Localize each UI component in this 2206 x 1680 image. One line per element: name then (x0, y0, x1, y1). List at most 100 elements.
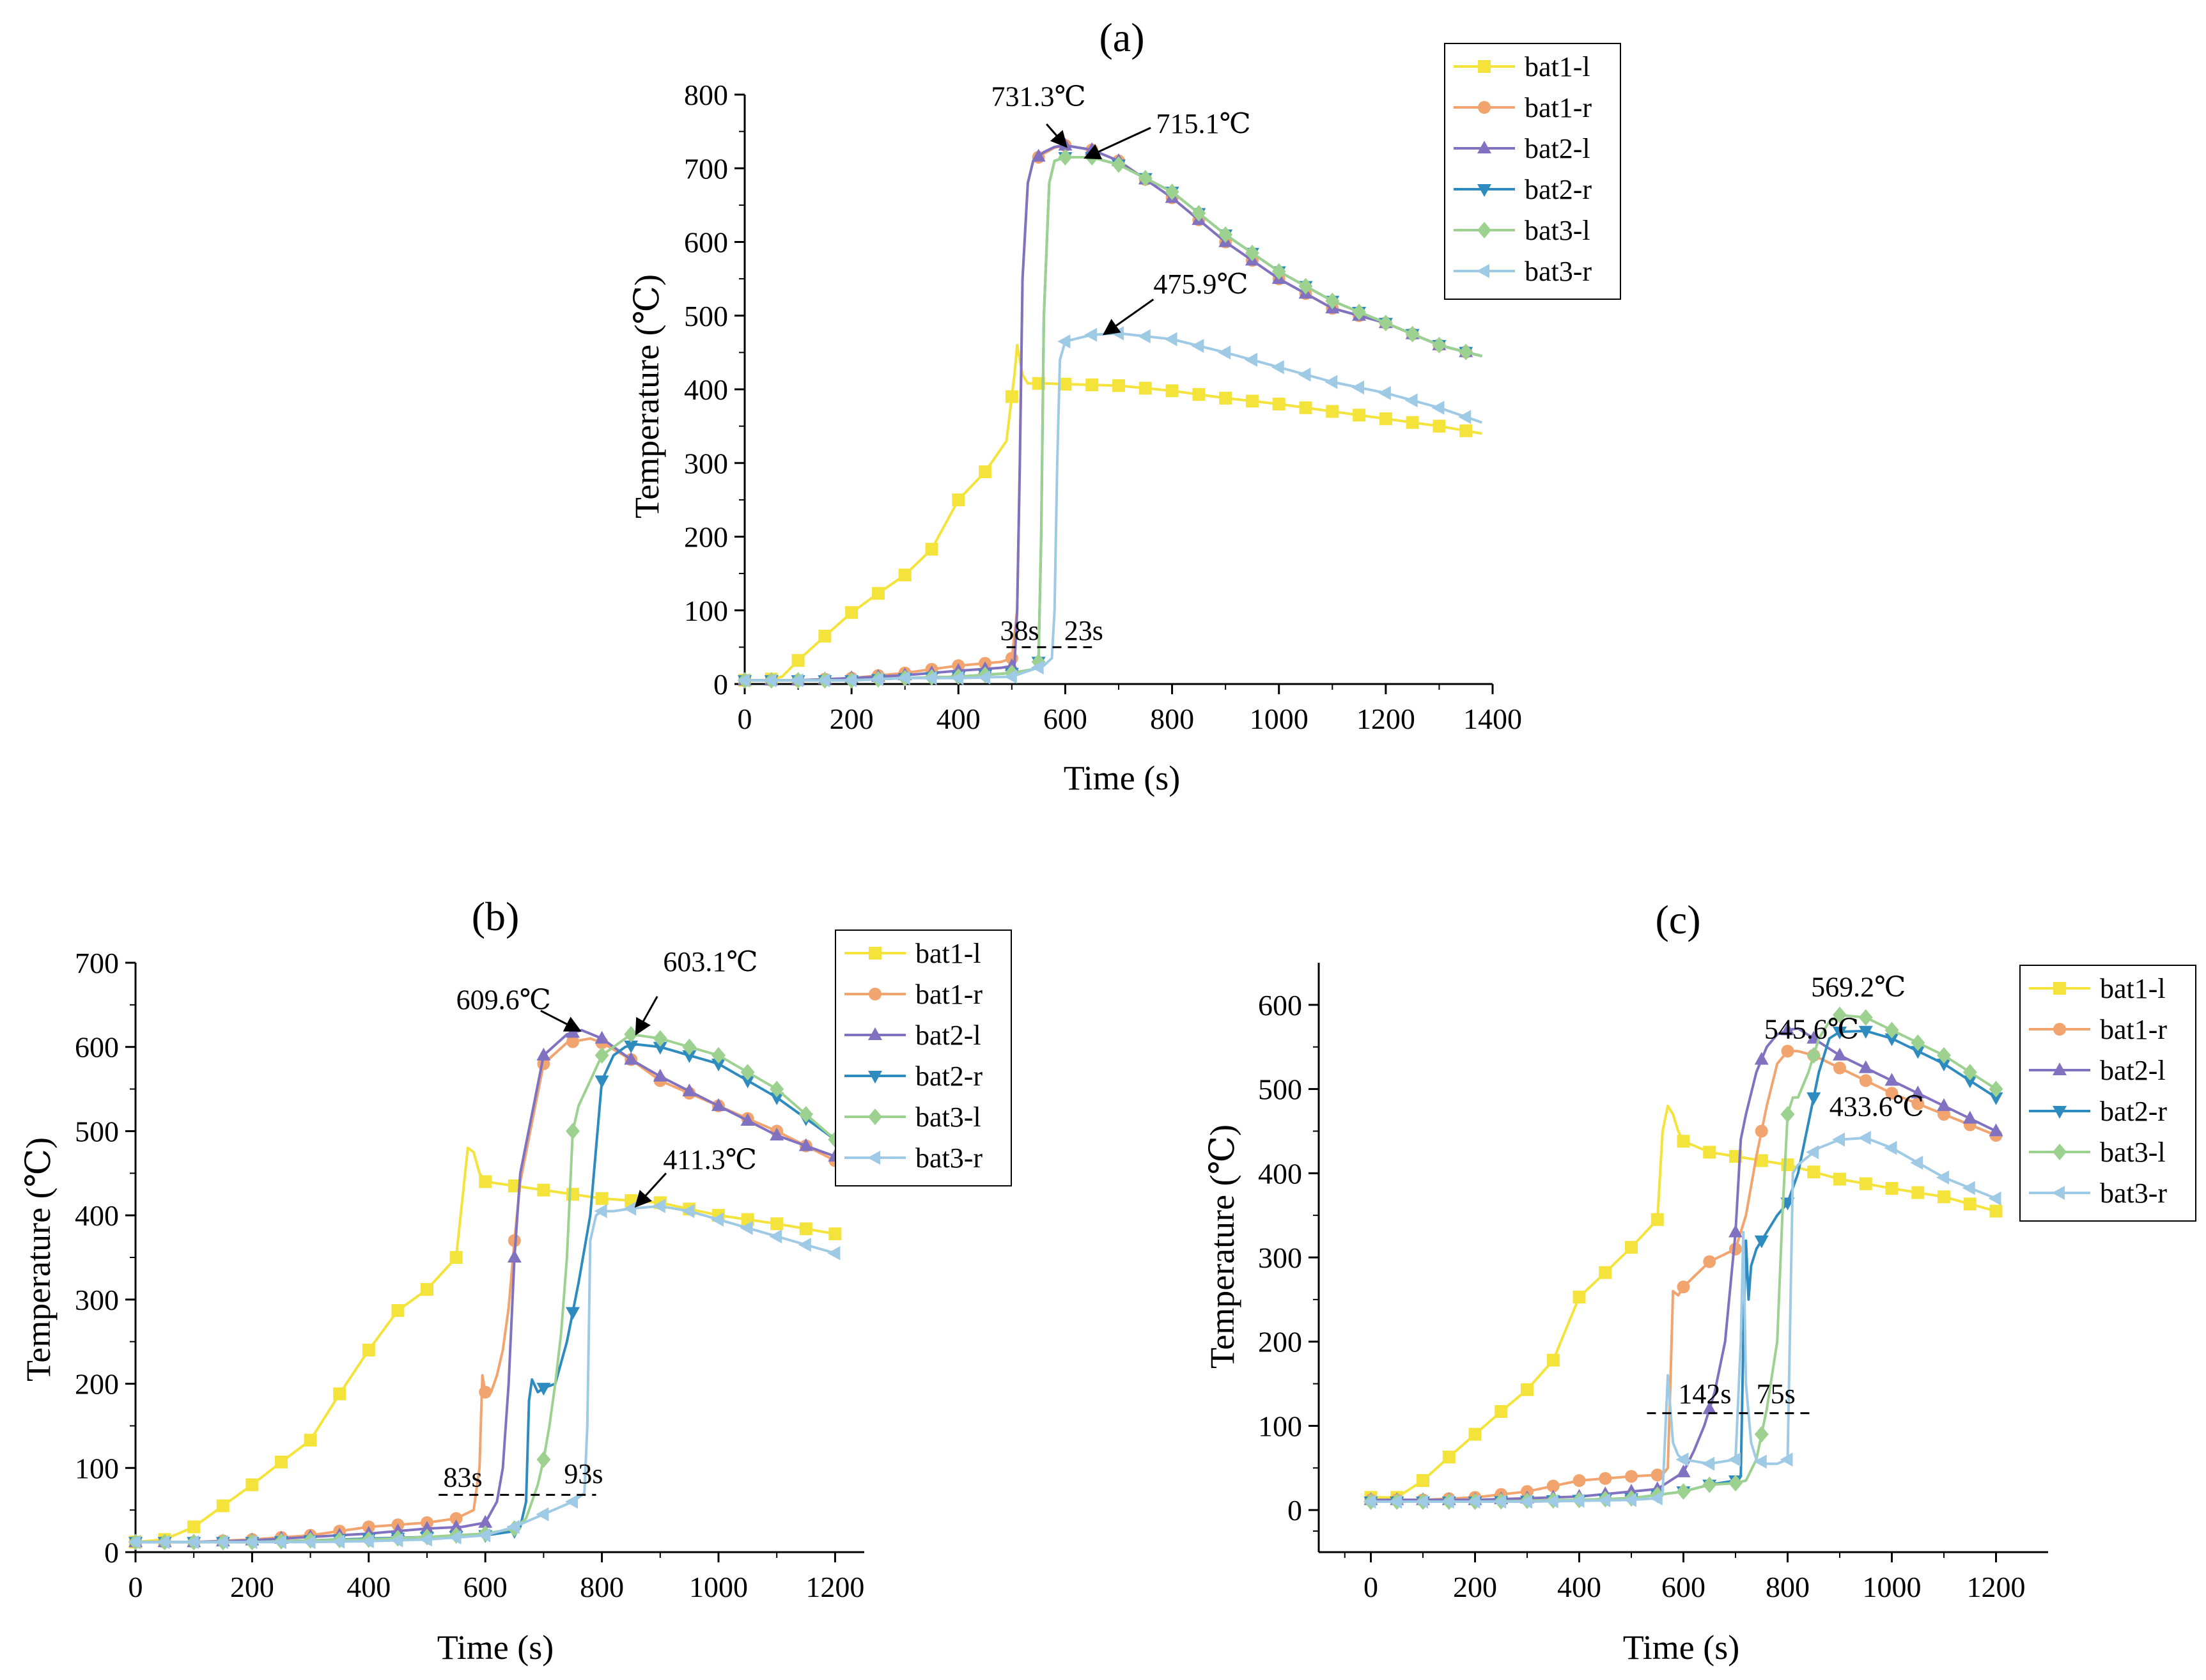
marker-triangle-down (1937, 1059, 1951, 1072)
marker-square (1272, 398, 1286, 411)
marker-triangle-left (1298, 367, 1311, 382)
marker-triangle-up (1676, 1464, 1691, 1477)
legend-box (1444, 43, 1621, 300)
marker-triangle-left (478, 1528, 491, 1543)
marker-triangle-left (1545, 1494, 1558, 1509)
x-tick-label: 800 (580, 1571, 624, 1603)
marker-diamond (1728, 1474, 1743, 1491)
marker-triangle-left (1780, 1452, 1793, 1467)
marker-triangle-left (1753, 1454, 1767, 1469)
x-axis-title: Time (s) (437, 1628, 554, 1667)
marker-square (245, 1478, 259, 1491)
marker-diamond (1937, 1046, 1951, 1064)
marker-triangle-up (2053, 1062, 2067, 1075)
marker-triangle-up (1989, 1123, 2003, 1137)
marker-triangle-down (770, 1092, 784, 1105)
y-tick-label: 0 (713, 668, 728, 701)
marker-diamond (1192, 205, 1206, 222)
series-line-bat1-r (136, 1037, 836, 1544)
legend-box (2019, 965, 2196, 1222)
panel-title: (a) (1099, 15, 1144, 60)
marker-triangle-up (507, 1250, 522, 1263)
marker-square (871, 587, 885, 600)
marker-square (952, 493, 965, 506)
x-tick-label: 800 (1150, 703, 1194, 735)
marker-square (566, 1188, 579, 1201)
marker-square (1521, 1383, 1534, 1396)
marker-triangle-left (897, 671, 910, 685)
marker-triangle-left (565, 1494, 578, 1509)
x-tick-label: 600 (463, 1571, 508, 1603)
y-tick-label: 400 (1258, 1157, 1302, 1190)
legend-label: bat2-r (1525, 174, 1592, 205)
marker-triangle-left (1389, 1494, 1402, 1509)
legend-label: bat1-r (1525, 92, 1592, 123)
marker-circle (1546, 1479, 1560, 1493)
y-tick-label: 500 (75, 1115, 119, 1147)
y-tick-label: 0 (1287, 1494, 1302, 1527)
marker-triangle-left (1467, 1494, 1480, 1509)
marker-triangle-left (1030, 660, 1044, 675)
marker-triangle-left (1597, 1493, 1611, 1507)
marker-triangle-left (1858, 1130, 1871, 1145)
marker-triangle-down (1754, 1235, 1769, 1248)
marker-circle (1677, 1280, 1690, 1294)
marker-square (537, 1183, 550, 1197)
marker-circle (1573, 1474, 1586, 1488)
marker-triangle-left (867, 1151, 880, 1165)
legend: bat1-l bat1-r bat2-l bat2-r bat3-l bat3-r (2019, 965, 2196, 1222)
marker-triangle-left (419, 1532, 432, 1547)
marker-triangle-left (1137, 329, 1151, 344)
marker-diamond (798, 1106, 813, 1123)
marker-circle (1625, 1470, 1638, 1483)
marker-diamond (1780, 1106, 1795, 1123)
marker-triangle-left (1493, 1494, 1507, 1509)
marker-square (1165, 384, 1179, 398)
marker-circle (1478, 101, 1491, 114)
annotation-label: 475.9℃ (1153, 268, 1248, 300)
marker-triangle-left (924, 671, 937, 685)
marker-diamond (1298, 277, 1313, 295)
marker-square (1442, 1451, 1456, 1464)
marker-triangle-left (844, 673, 857, 688)
y-axis-title: Temperature (℃) (19, 1137, 58, 1381)
legend: bat1-l bat1-r bat2-l bat2-r bat3-l bat3-r (1444, 43, 1621, 300)
marker-diamond (868, 1108, 882, 1125)
y-axis-title: Temperature (℃) (628, 274, 666, 518)
marker-triangle-up (711, 1098, 726, 1111)
marker-square (1546, 1353, 1560, 1367)
marker-square (925, 543, 938, 556)
marker-diamond (624, 1025, 639, 1043)
marker-square (1005, 390, 1018, 403)
marker-triangle-down (711, 1059, 726, 1072)
marker-square (1032, 377, 1045, 390)
marker-square (1245, 394, 1259, 408)
marker-square (799, 1222, 812, 1236)
marker-triangle-up (682, 1083, 697, 1096)
legend-label: bat3-r (2100, 1178, 2167, 1209)
marker-triangle-up (1858, 1060, 1873, 1073)
marker-triangle-left (1004, 669, 1017, 684)
marker-square (1468, 1427, 1482, 1441)
marker-triangle-down (624, 1040, 639, 1054)
legend-label: bat2-r (915, 1061, 983, 1092)
marker-triangle-left (1244, 352, 1257, 367)
marker-triangle-left (652, 1199, 665, 1213)
marker-diamond (1911, 1034, 1925, 1052)
annotation-label: 38s (1000, 615, 1039, 646)
y-tick-label: 700 (684, 152, 728, 185)
marker-triangle-down (1884, 1033, 1899, 1046)
y-tick-label: 100 (75, 1452, 119, 1484)
legend-label: bat3-r (915, 1142, 983, 1174)
y-tick-label: 600 (1258, 989, 1302, 1022)
marker-triangle-left (1962, 1181, 1975, 1195)
marker-triangle-left (870, 672, 883, 687)
marker-triangle-left (536, 1507, 549, 1521)
y-tick-label: 400 (75, 1199, 119, 1232)
x-tick-label: 1400 (1463, 703, 1522, 735)
marker-triangle-left (827, 1246, 841, 1261)
marker-triangle-left (798, 1238, 811, 1252)
marker-diamond (594, 1046, 609, 1064)
marker-triangle-left (1164, 332, 1177, 346)
marker-triangle-left (1649, 1491, 1663, 1505)
